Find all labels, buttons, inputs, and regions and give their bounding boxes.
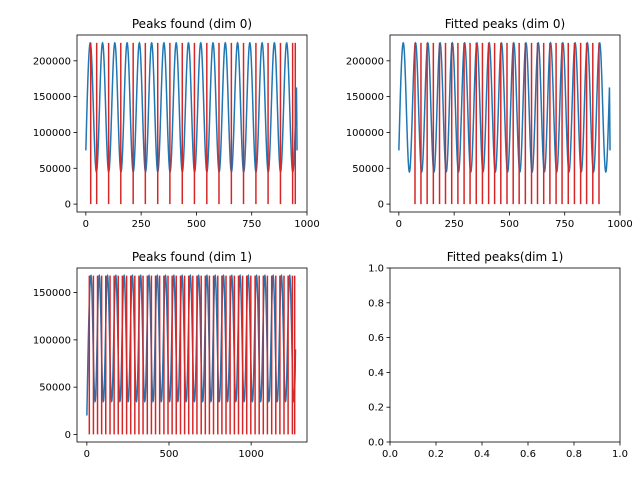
subplot-title: Peaks found (dim 0)	[132, 17, 252, 31]
subplot-title: Fitted peaks(dim 1)	[447, 250, 564, 264]
y-tick-label: 200000	[346, 56, 384, 67]
x-tick-label: 250	[445, 219, 464, 230]
y-tick-label: 150000	[33, 288, 71, 299]
y-tick-label: 0.2	[368, 403, 384, 414]
subplot-title: Peaks found (dim 1)	[132, 250, 252, 264]
x-tick-label: 1000	[294, 219, 319, 230]
y-tick-label: 50000	[352, 164, 384, 175]
plot-area	[86, 273, 297, 435]
y-tick-label: 1.0	[368, 264, 384, 275]
x-tick-label: 0.8	[566, 449, 582, 460]
plot-area	[85, 41, 298, 205]
y-tick-label: 100000	[33, 335, 71, 346]
x-tick-label: 250	[132, 219, 151, 230]
y-tick-label: 0.0	[368, 438, 384, 449]
x-tick-label: 0.0	[382, 449, 398, 460]
axes-frame	[76, 267, 308, 443]
x-tick-label: 0	[84, 449, 90, 460]
y-tick-label: 100000	[33, 128, 71, 139]
plot-area	[398, 41, 611, 205]
x-tick-label: 0.2	[428, 449, 444, 460]
axes-frame	[389, 267, 621, 443]
y-tick-label: 150000	[346, 92, 384, 103]
x-tick-label: 0.4	[474, 449, 490, 460]
subplot-3: 0 500 1000 0 50000 100000 150000 Peaks found (d…	[33, 250, 308, 460]
x-tick-label: 750	[555, 219, 574, 230]
subplot-1: 0 250 500 750 1000 0 50000 100000 150000 200000 Pe…	[33, 17, 320, 230]
x-tick-label: 1.0	[612, 449, 628, 460]
subplot-2: 0 250 500 750 1000 0 50000 100000 150000 200000 Fi…	[346, 17, 633, 230]
axes-frame	[76, 34, 308, 213]
y-tick-label: 100000	[346, 128, 384, 139]
subplot-4: 0.0 0.2 0.4 0.6 0.8 1.0 0.0 0.2 0.4 0.6 0.8 1.0 Fitt…	[368, 250, 628, 460]
y-tick-label: 200000	[33, 56, 71, 67]
x-tick-label: 0	[396, 219, 402, 230]
x-tick-label: 1000	[607, 219, 632, 230]
x-tick-label: 0.6	[520, 449, 536, 460]
axes-frame	[389, 34, 621, 213]
y-tick-label: 0	[65, 430, 71, 441]
x-tick-label: 500	[187, 219, 206, 230]
y-tick-label: 0.6	[368, 333, 384, 344]
y-tick-label: 50000	[39, 164, 71, 175]
x-tick-label: 1000	[238, 449, 263, 460]
y-tick-label: 50000	[39, 383, 71, 394]
y-tick-label: 0	[65, 200, 71, 211]
y-tick-label: 0	[378, 200, 384, 211]
y-tick-label: 150000	[33, 92, 71, 103]
y-tick-label: 0.4	[368, 368, 384, 379]
subplot-title: Fitted peaks (dim 0)	[445, 17, 565, 31]
x-tick-label: 750	[242, 219, 261, 230]
y-tick-label: 0.8	[368, 298, 384, 309]
x-tick-label: 500	[159, 449, 178, 460]
x-tick-label: 500	[500, 219, 519, 230]
x-tick-label: 0	[83, 219, 89, 230]
